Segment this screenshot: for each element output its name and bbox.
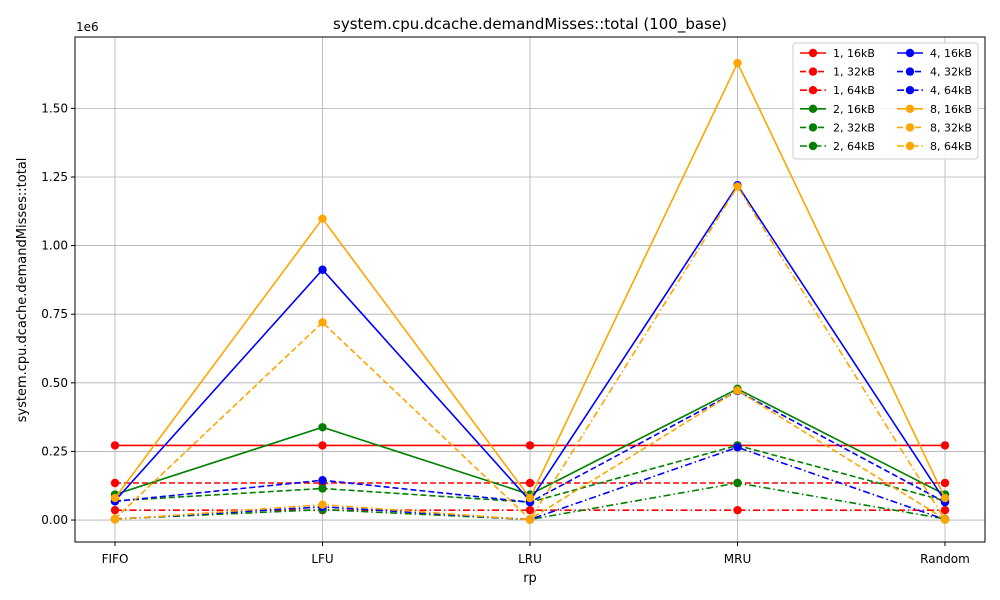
data-point [733, 182, 742, 191]
data-point [525, 478, 535, 488]
x-tick-label: LRU [518, 552, 542, 566]
y-tick-label: 0.75 [41, 307, 68, 321]
data-point [318, 476, 327, 485]
legend-label: 8, 64kB [930, 140, 972, 153]
legend-swatch-marker [808, 104, 818, 114]
legend-label: 1, 64kB [833, 84, 875, 97]
data-point [525, 515, 535, 524]
y-tick-label: 0.25 [41, 444, 68, 458]
data-point [940, 478, 950, 488]
data-point [110, 493, 120, 503]
legend-label: 1, 16kB [833, 47, 875, 60]
x-tick-label: LFU [311, 552, 333, 566]
y-tick-label: 1.50 [41, 101, 68, 115]
legend-label: 4, 64kB [930, 84, 972, 97]
data-point [940, 505, 950, 515]
data-point [318, 423, 327, 432]
legend-label: 2, 16kB [833, 103, 875, 116]
data-point [110, 478, 120, 488]
x-axis-label: rp [523, 571, 537, 586]
x-tick-label: Random [920, 552, 970, 566]
data-point [733, 505, 742, 515]
data-point [525, 441, 535, 450]
data-point [733, 386, 742, 395]
legend-label: 4, 16kB [930, 47, 972, 60]
data-point [110, 505, 120, 515]
data-point [318, 265, 327, 274]
legend: 1, 16kB 1, 32kB 1, 64kB 2, 16kB 2, 32kB 2, 64… [792, 42, 979, 160]
series-1-16kB [110, 441, 950, 450]
y-tick-label: 0.00 [41, 513, 68, 527]
legend-swatch-marker [905, 141, 915, 151]
legend-box [792, 42, 979, 160]
legend-swatch-marker [808, 123, 818, 132]
data-point [940, 515, 950, 524]
legend-swatch-marker [808, 48, 818, 58]
y-tick-label: 0.50 [41, 376, 68, 390]
axis-ticks: FIFO LFU LRU MRU Random 0.00 0.25 0.50 0.75 1.00 1… [41, 101, 970, 566]
legend-label: 8, 16kB [930, 103, 972, 116]
series-lines [110, 58, 950, 524]
data-point [733, 58, 742, 68]
x-tick-label: FIFO [102, 552, 129, 566]
data-point [733, 478, 742, 488]
y-offset-label: 1e6 [76, 20, 99, 34]
legend-swatch-marker [808, 86, 818, 95]
data-point [525, 493, 535, 503]
y-tick-label: 1.25 [41, 170, 68, 184]
legend-swatch-marker [905, 48, 915, 58]
series-8-16kB [110, 58, 950, 503]
data-point [733, 443, 742, 452]
legend-label: 2, 64kB [833, 140, 875, 153]
series-8-64kB [110, 182, 950, 524]
data-point [318, 214, 327, 223]
legend-swatch-marker [808, 141, 818, 151]
legend-swatch-marker [808, 67, 818, 76]
legend-label: 4, 32kB [930, 66, 972, 79]
data-point [110, 441, 120, 450]
legend-swatch-marker [905, 67, 915, 76]
chart-title: system.cpu.dcache.demandMisses::total (1… [333, 15, 727, 34]
data-point [318, 484, 327, 493]
data-point [318, 318, 327, 327]
legend-swatch-marker [905, 123, 915, 132]
y-axis-label: system.cpu.dcache.demandMisses::total [15, 158, 30, 423]
legend-label: 2, 32kB [833, 121, 875, 134]
series-1-32kB [110, 478, 950, 488]
series-line [114, 482, 946, 521]
legend-swatch-marker [905, 104, 915, 114]
data-point [940, 493, 950, 503]
data-point [110, 515, 120, 524]
data-point [525, 505, 535, 515]
data-point [318, 441, 327, 450]
legend-swatch-marker [905, 86, 915, 95]
x-tick-label: MRU [724, 552, 751, 566]
y-tick-label: 1.00 [41, 239, 68, 253]
data-point [318, 500, 327, 509]
data-point [940, 441, 950, 450]
legend-label: 1, 32kB [833, 66, 875, 79]
legend-label: 8, 32kB [930, 121, 972, 134]
